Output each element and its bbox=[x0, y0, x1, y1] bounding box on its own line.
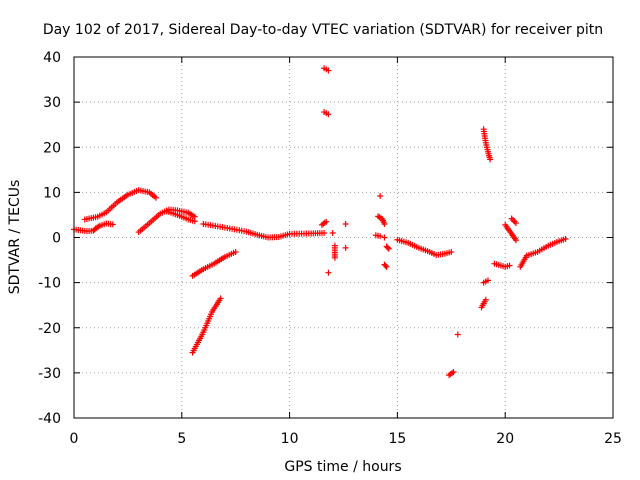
x-tick-label: 5 bbox=[177, 431, 186, 447]
y-tick-label: 30 bbox=[43, 95, 61, 111]
data-point bbox=[109, 221, 116, 228]
y-tick-label: -40 bbox=[38, 411, 61, 427]
x-tick-label: 10 bbox=[281, 431, 299, 447]
data-point bbox=[482, 296, 489, 303]
data-point bbox=[381, 220, 388, 227]
data-point bbox=[384, 244, 391, 251]
y-tick-label: 10 bbox=[43, 185, 61, 201]
data-point bbox=[377, 233, 384, 240]
data-point bbox=[331, 254, 338, 261]
data-point bbox=[321, 229, 328, 236]
y-tick-label: 40 bbox=[43, 50, 61, 66]
x-tick-label: 15 bbox=[388, 431, 406, 447]
data-point bbox=[217, 295, 224, 302]
x-tick-label: 0 bbox=[70, 431, 79, 447]
data-point bbox=[325, 67, 332, 74]
data-point bbox=[152, 194, 159, 201]
data-point bbox=[450, 368, 457, 375]
y-tick-labels: -40 -30 -20 -10 0 10 20 30 40 bbox=[38, 50, 61, 427]
data-point bbox=[382, 262, 389, 269]
data-point bbox=[325, 269, 332, 276]
data-point bbox=[325, 111, 332, 118]
chart-title: Day 102 of 2017, Sidereal Day-to-day VTE… bbox=[43, 22, 603, 38]
y-axis-title: SDTVAR / TECUs bbox=[7, 180, 23, 295]
x-axis-title: GPS time / hours bbox=[284, 459, 401, 475]
plot-frame bbox=[73, 56, 614, 419]
y-tick-label: 0 bbox=[52, 231, 61, 247]
x-tick-labels: 0 5 10 15 20 25 bbox=[70, 431, 622, 447]
x-tick-label: 25 bbox=[604, 431, 622, 447]
data-point bbox=[448, 248, 455, 255]
data-point bbox=[385, 245, 392, 252]
data-point bbox=[512, 220, 519, 227]
data-points bbox=[71, 65, 569, 379]
data-point bbox=[512, 237, 519, 244]
data-point bbox=[383, 263, 390, 270]
data-point bbox=[191, 218, 198, 225]
data-point bbox=[454, 331, 461, 338]
data-point bbox=[506, 262, 513, 269]
data-point bbox=[377, 192, 384, 199]
y-tick-label: -20 bbox=[38, 321, 61, 337]
data-point bbox=[342, 220, 349, 227]
data-point bbox=[487, 156, 494, 163]
x-tick-label: 20 bbox=[496, 431, 514, 447]
data-point bbox=[381, 234, 388, 241]
data-point bbox=[562, 235, 569, 242]
y-tick-label: -30 bbox=[38, 366, 61, 382]
data-point bbox=[484, 277, 491, 284]
y-tick-label: 20 bbox=[43, 140, 61, 156]
y-tick-label: -10 bbox=[38, 276, 61, 292]
data-point bbox=[342, 244, 349, 251]
data-point bbox=[232, 248, 239, 255]
data-point bbox=[329, 229, 336, 236]
data-point bbox=[323, 218, 330, 225]
grid-lines bbox=[74, 57, 613, 418]
